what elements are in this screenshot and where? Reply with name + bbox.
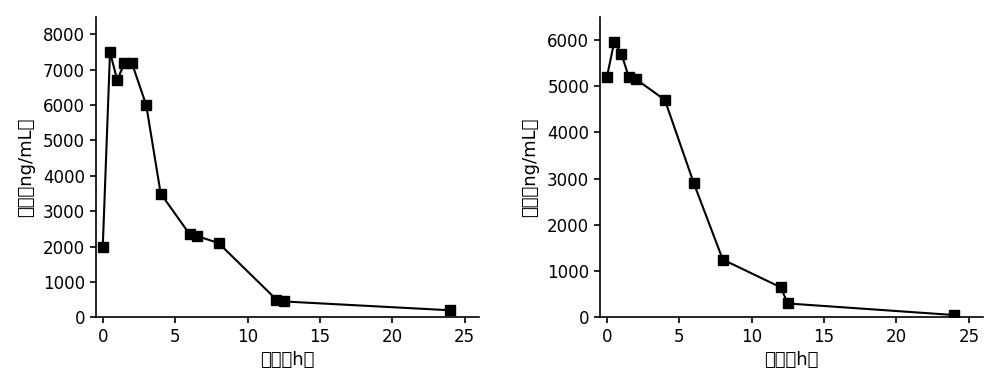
Y-axis label: 浓度（ng/mL）: 浓度（ng/mL） bbox=[521, 117, 539, 217]
X-axis label: 时间（h）: 时间（h） bbox=[764, 351, 819, 369]
Y-axis label: 浓度（ng/mL）: 浓度（ng/mL） bbox=[17, 117, 35, 217]
X-axis label: 时间（h）: 时间（h） bbox=[260, 351, 315, 369]
